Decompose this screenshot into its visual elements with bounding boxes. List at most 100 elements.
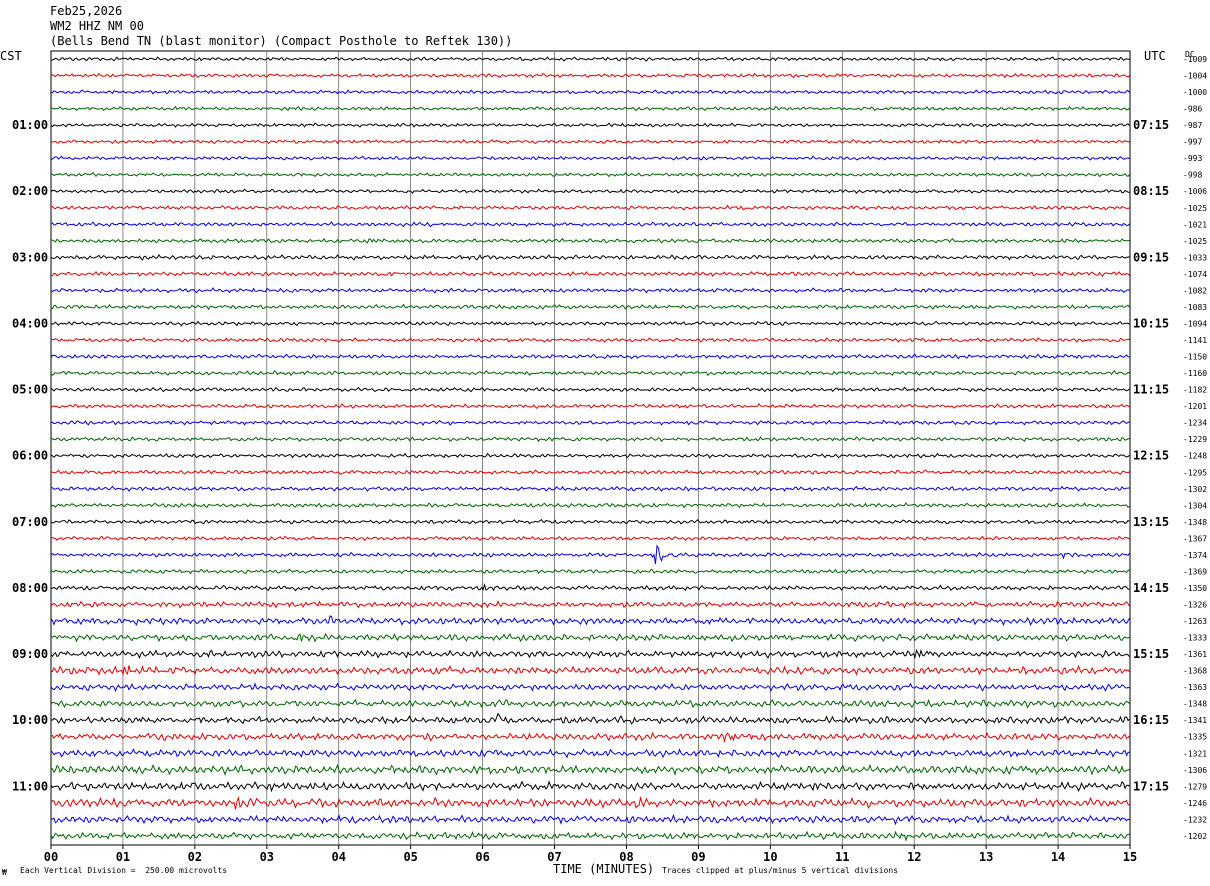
seismic-trace	[50, 287, 1130, 294]
x-tick-label: 03	[260, 850, 274, 864]
plot-frame	[50, 50, 1131, 846]
dc-offset-label: -1304	[1183, 501, 1207, 510]
axis-labels: -1009 -1004 -1000 -986 -987 -997 -993 -998 -1006…	[12, 55, 1207, 864]
dc-offset-label: -1374	[1183, 551, 1207, 560]
seismic-trace	[50, 813, 1130, 826]
dc-offset-label: -1232	[1183, 815, 1207, 824]
seismic-trace	[50, 615, 1130, 627]
right-axis-timezone: UTC	[1144, 49, 1166, 63]
seismic-trace	[50, 386, 1130, 393]
dc-offset-label: -1074	[1183, 270, 1207, 279]
x-tick-label: 12	[907, 850, 921, 864]
dc-offset-label: -1009	[1183, 55, 1207, 64]
dc-offset-label: -997	[1183, 138, 1202, 147]
dc-offset-label: -1306	[1183, 766, 1207, 775]
utc-hour-label: 09:15	[1133, 250, 1169, 264]
seismic-trace	[50, 370, 1130, 377]
clip-note: Traces clipped at plus/minus 5 vertical …	[662, 866, 899, 875]
seismic-trace	[50, 122, 1130, 128]
seismic-trace	[50, 303, 1130, 311]
utc-hour-label: 13:15	[1133, 515, 1169, 529]
x-tick-label: 15	[1123, 850, 1137, 864]
x-tick-label: 01	[116, 850, 130, 864]
dc-offset-label: -1083	[1183, 303, 1207, 312]
dc-offset-label: -1348	[1183, 518, 1207, 527]
seismic-trace	[50, 155, 1130, 161]
x-tick-label: 08	[619, 850, 633, 864]
seismic-trace	[50, 320, 1130, 327]
dc-offset-label: -1335	[1183, 733, 1207, 742]
dc-offset-label: -1326	[1183, 600, 1207, 609]
dc-offset-label: -1363	[1183, 683, 1207, 692]
dc-offset-label: -987	[1183, 121, 1202, 130]
dc-offset-header: DC	[1185, 50, 1195, 59]
seismic-trace	[50, 712, 1130, 725]
seismic-trace	[50, 270, 1130, 278]
dc-offset-label: -986	[1183, 105, 1202, 114]
seismic-trace	[50, 544, 1130, 564]
dc-offset-label: -1368	[1183, 667, 1207, 676]
cst-hour-label: 03:00	[12, 250, 48, 264]
cst-hour-label: 07:00	[12, 515, 48, 529]
dc-offset-label: -1369	[1183, 567, 1207, 576]
seismic-trace	[50, 485, 1130, 492]
seismic-trace	[50, 519, 1130, 525]
dc-offset-label: -1082	[1183, 286, 1207, 295]
seismic-trace	[50, 583, 1130, 592]
x-tick-label: 14	[1051, 850, 1065, 864]
dc-offset-label: -1321	[1183, 749, 1207, 758]
dc-offset-label: -1333	[1183, 634, 1207, 643]
seismic-trace	[50, 353, 1130, 360]
station-code: WM2 HHZ NM 00	[50, 19, 144, 33]
dc-offset-label: -1350	[1183, 584, 1207, 593]
plot-grid	[50, 50, 1131, 849]
utc-hour-label: 17:15	[1133, 779, 1169, 793]
seismic-trace	[50, 763, 1130, 776]
dc-offset-label: -1361	[1183, 650, 1207, 659]
dc-offset-label: -1234	[1183, 419, 1207, 428]
cst-hour-label: 10:00	[12, 713, 48, 727]
dc-offset-label: -1279	[1183, 782, 1207, 791]
seismic-trace	[50, 89, 1130, 95]
seismic-trace	[50, 600, 1130, 609]
dc-offset-label: -1341	[1183, 716, 1207, 725]
dc-offset-label: -993	[1183, 154, 1202, 163]
seismic-trace	[50, 535, 1130, 542]
x-tick-label: 07	[547, 850, 561, 864]
x-tick-label: 09	[691, 850, 705, 864]
x-tick-label: 13	[979, 850, 993, 864]
seismic-traces	[50, 56, 1130, 842]
utc-hour-label: 08:15	[1133, 184, 1169, 198]
seismic-trace	[50, 731, 1130, 744]
seismic-trace	[50, 795, 1130, 810]
utc-hour-label: 07:15	[1133, 118, 1169, 132]
seismic-trace	[50, 419, 1130, 426]
seismic-trace	[50, 830, 1130, 842]
dc-offset-label: -1201	[1183, 402, 1207, 411]
dc-offset-label: -1295	[1183, 468, 1207, 477]
cst-hour-label: 02:00	[12, 184, 48, 198]
dc-offset-label: -1141	[1183, 336, 1207, 345]
dc-offset-label: -1160	[1183, 369, 1207, 378]
x-tick-label: 10	[763, 850, 777, 864]
utc-hour-label: 16:15	[1133, 713, 1169, 727]
utc-hour-label: 10:15	[1133, 316, 1169, 330]
x-axis-title: TIME (MINUTES)	[553, 862, 655, 876]
left-axis-timezone: CST	[0, 49, 22, 63]
seismic-trace	[50, 221, 1130, 228]
dc-offset-label: -1202	[1183, 832, 1207, 841]
dc-offset-label: -1021	[1183, 220, 1207, 229]
seismic-trace	[50, 648, 1130, 660]
seismic-trace	[50, 436, 1130, 443]
dc-offset-label: -1302	[1183, 485, 1207, 494]
x-tick-label: 06	[475, 850, 489, 864]
seismic-trace	[50, 253, 1130, 261]
cst-hour-label: 08:00	[12, 581, 48, 595]
dc-offset-label: -1025	[1183, 237, 1207, 246]
seismic-trace	[50, 72, 1130, 79]
corner-logo-icon: ₩	[2, 868, 7, 877]
utc-hour-label: 15:15	[1133, 647, 1169, 661]
x-tick-label: 05	[403, 850, 417, 864]
seismic-trace	[50, 188, 1130, 195]
plot-date: Feb25,2026	[50, 4, 123, 18]
